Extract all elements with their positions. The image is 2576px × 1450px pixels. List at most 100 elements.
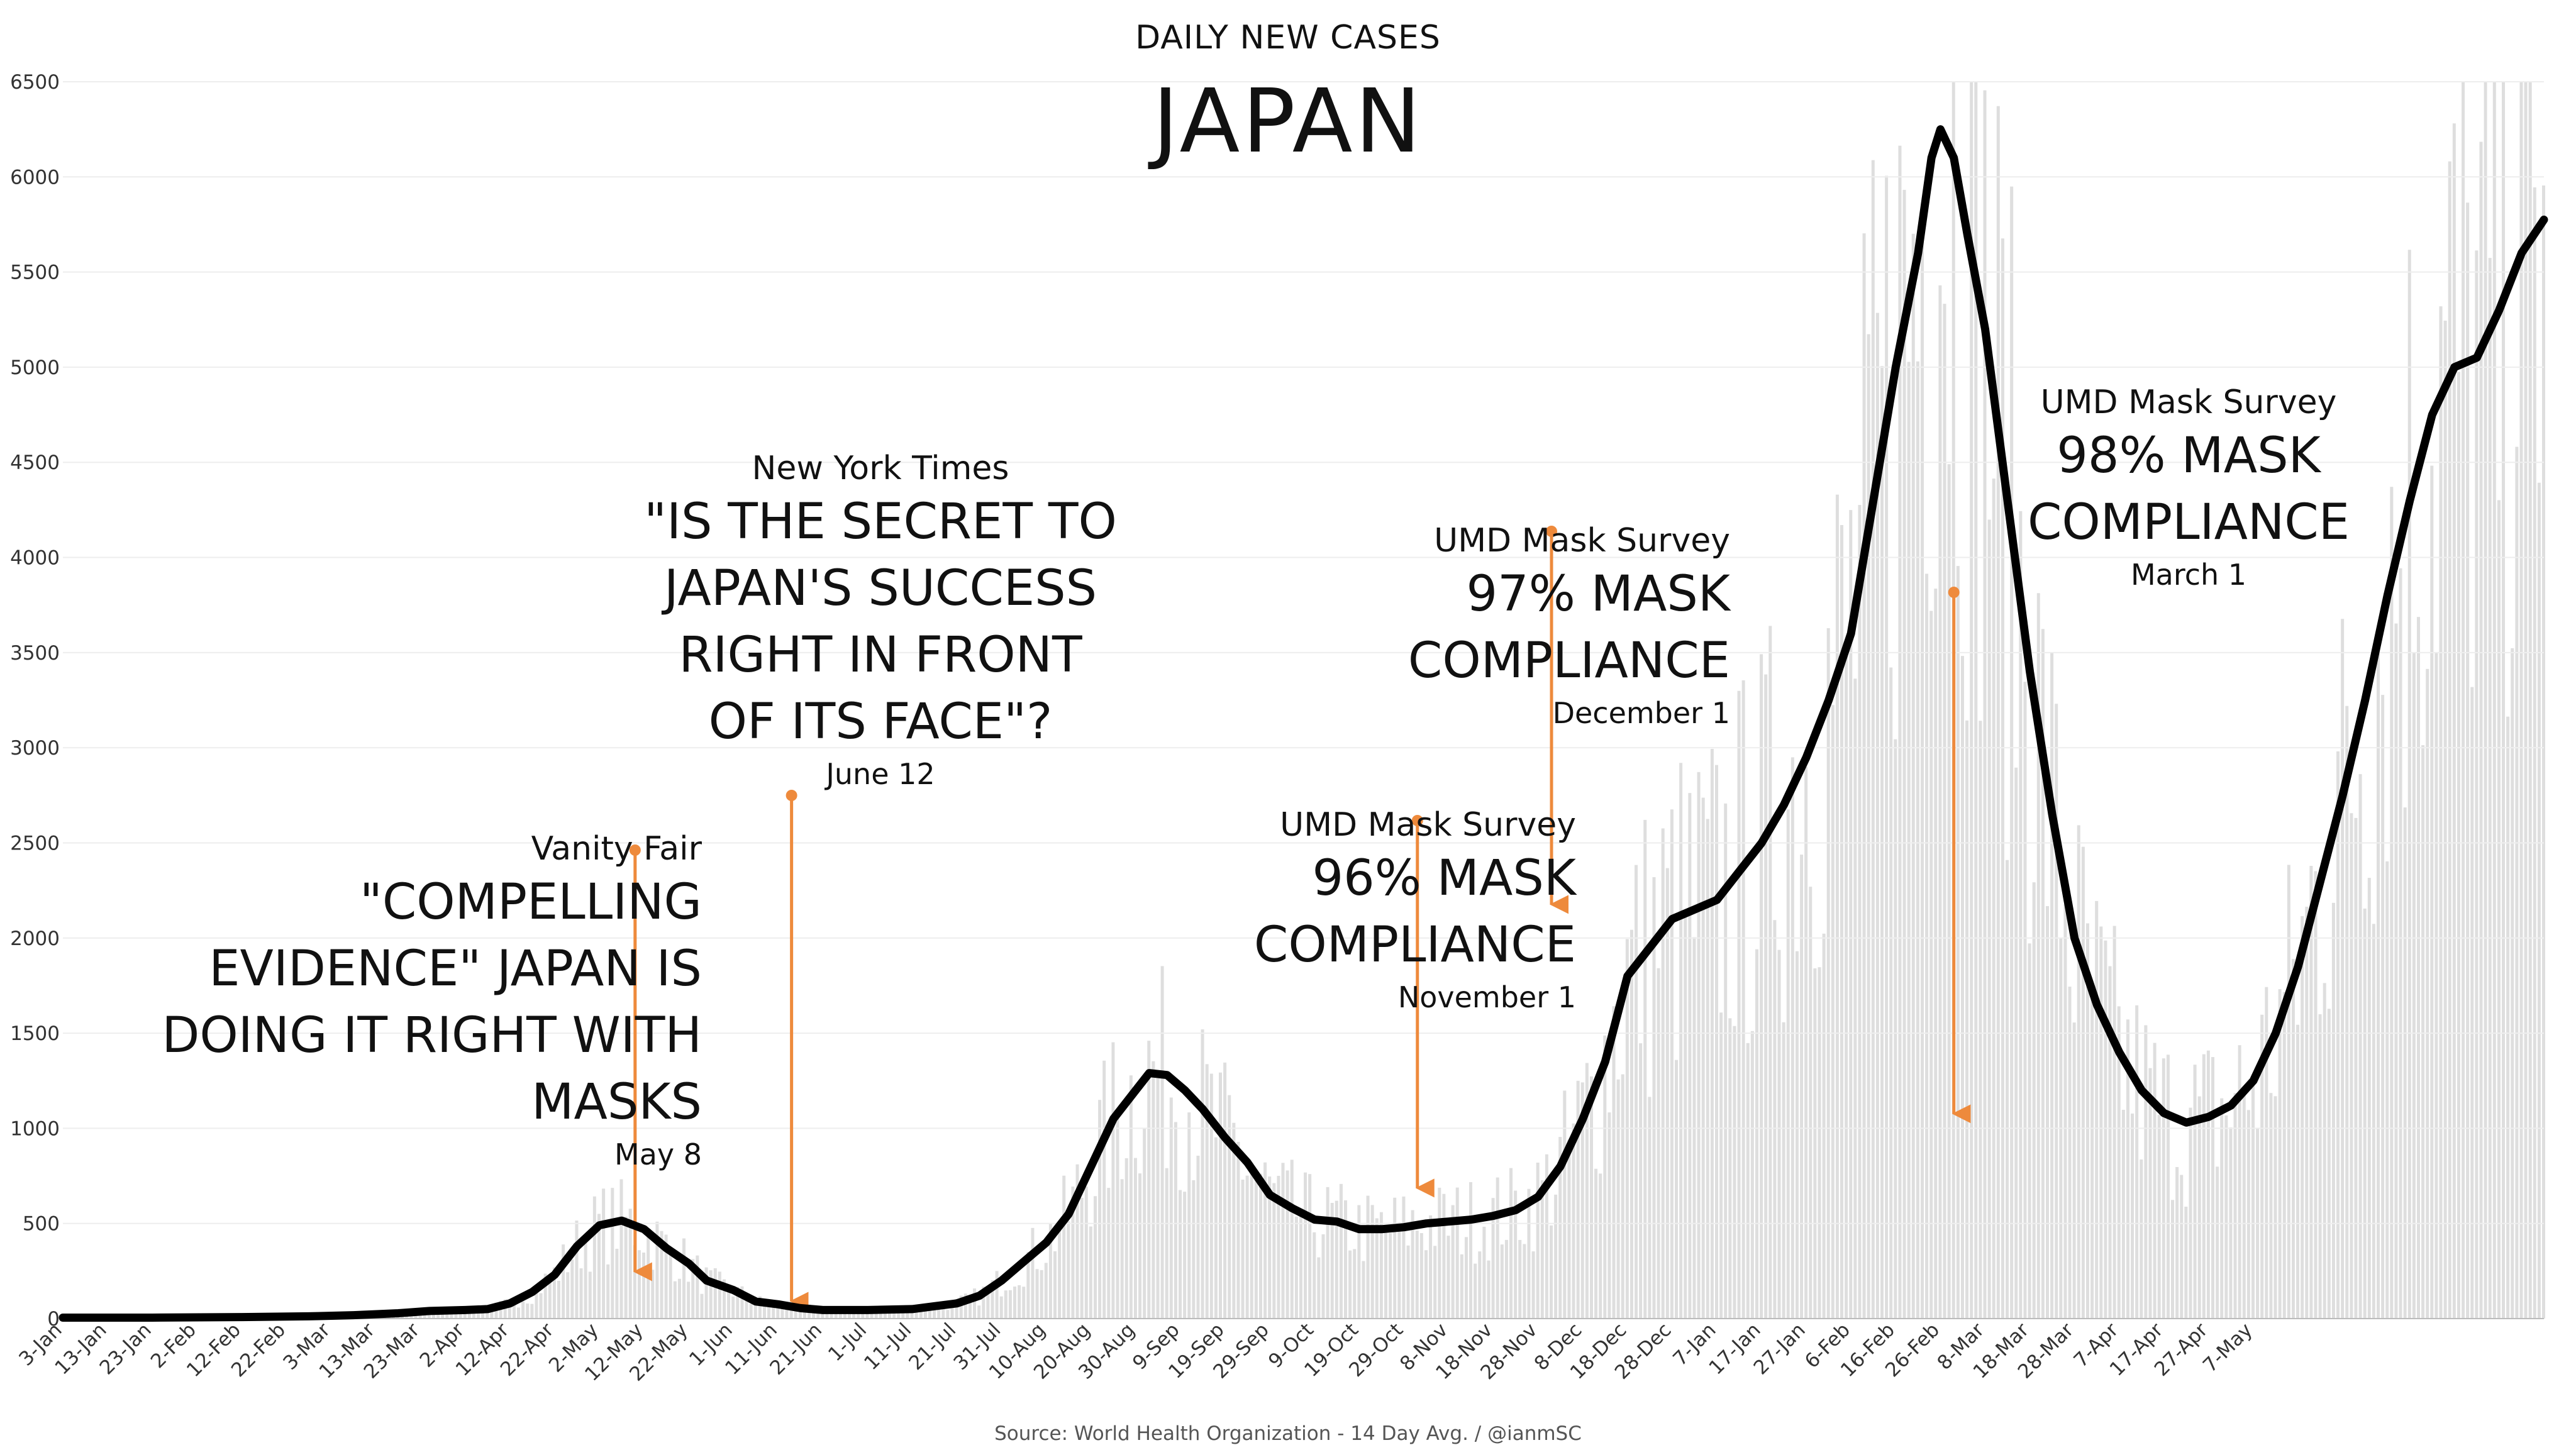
daily-bar [1580, 1082, 1584, 1319]
daily-bar [1818, 967, 1821, 1319]
daily-bar [1429, 1215, 1433, 1319]
daily-bar [1907, 362, 1911, 1319]
daily-bar [1254, 1176, 1258, 1319]
daily-bar [1639, 1043, 1643, 1319]
annotation-date: May 8 [614, 1137, 702, 1171]
daily-bar [1746, 1043, 1750, 1319]
daily-bar [2050, 652, 2054, 1319]
daily-bar [1795, 951, 1799, 1319]
daily-bar [1782, 1022, 1785, 1319]
daily-bar [677, 1278, 681, 1319]
daily-bar [1281, 1163, 1285, 1319]
daily-bar [1111, 1042, 1115, 1319]
daily-bar [1455, 1187, 1459, 1319]
daily-bar [1013, 1287, 1017, 1319]
daily-bar [1894, 739, 1897, 1319]
daily-bar [991, 1280, 994, 1319]
daily-bar [1925, 573, 1929, 1319]
daily-bar [1777, 949, 1781, 1319]
daily-bar [2492, 82, 2496, 1319]
daily-bar [865, 1310, 869, 1319]
daily-bar [441, 1311, 445, 1319]
daily-bar [584, 1238, 587, 1319]
daily-bar [597, 1214, 601, 1319]
daily-bar [2394, 623, 2398, 1319]
daily-bar [2001, 238, 2004, 1319]
daily-bar [1974, 82, 1978, 1319]
daily-bar [2350, 813, 2353, 1319]
daily-bar [700, 1293, 704, 1319]
daily-bar [937, 1303, 941, 1319]
daily-bar [2484, 82, 2487, 1319]
daily-bar [1353, 1249, 1357, 1319]
daily-bar [1313, 1232, 1316, 1319]
daily-bar [1572, 1123, 1575, 1319]
daily-bar [1129, 1075, 1133, 1319]
daily-bar [1871, 160, 1875, 1319]
annotation-quote-line: JAPAN'S SUCCESS [663, 560, 1097, 617]
daily-bar [1567, 1139, 1571, 1319]
daily-bar [2430, 465, 2434, 1319]
daily-bar [557, 1280, 560, 1319]
daily-bar [1612, 1006, 1616, 1319]
daily-bar [1460, 1254, 1463, 1319]
daily-bar [740, 1286, 744, 1319]
daily-bar [436, 1314, 440, 1319]
daily-bar [526, 1303, 530, 1319]
daily-bar [1764, 674, 1768, 1319]
daily-bar [1362, 1261, 1365, 1319]
annotation-date: November 1 [1397, 980, 1576, 1014]
daily-bar [1093, 1196, 1097, 1319]
daily-bar [1920, 226, 1924, 1319]
daily-bar [1809, 887, 1813, 1319]
daily-bar [888, 1309, 891, 1319]
daily-bar [1192, 1180, 1196, 1319]
daily-bar [1849, 510, 1853, 1319]
x-tick-label: 27-Jan [1750, 1319, 1810, 1379]
annotation-date: March 1 [2130, 558, 2247, 592]
daily-bar [592, 1196, 596, 1319]
daily-bar [548, 1278, 552, 1319]
daily-bar [704, 1267, 708, 1319]
daily-bar [1728, 1018, 1732, 1319]
daily-bar [727, 1290, 731, 1319]
daily-bar [1675, 1060, 1679, 1319]
daily-bar [1308, 1174, 1312, 1319]
daily-bar [789, 1307, 793, 1319]
daily-bar [2497, 500, 2501, 1319]
annotation-quote-line: EVIDENCE" JAPAN IS [209, 941, 702, 997]
daily-bar [1348, 1250, 1352, 1319]
daily-bar [1272, 1183, 1276, 1319]
daily-bar [1826, 628, 1830, 1319]
daily-bar [588, 1271, 592, 1319]
daily-bar [2519, 82, 2523, 1319]
daily-bar [1938, 285, 1942, 1319]
daily-bar [606, 1264, 610, 1319]
daily-bar [1415, 1230, 1419, 1319]
daily-bar [1500, 1244, 1504, 1319]
daily-bar [1540, 1180, 1544, 1319]
daily-bar [776, 1301, 780, 1319]
daily-bar [1635, 865, 1638, 1319]
annotation-quote-line: 96% MASK [1312, 850, 1576, 907]
daily-bar [1080, 1197, 1084, 1319]
annotation-quote-line: COMPLIANCE [1253, 917, 1576, 973]
daily-bar [897, 1310, 901, 1319]
y-tick-label: 5500 [10, 262, 60, 284]
daily-bar [1661, 828, 1665, 1319]
daily-bar [1599, 1173, 1602, 1319]
daily-bar [2479, 141, 2483, 1319]
daily-bar [1446, 1236, 1450, 1319]
daily-bar [1424, 1250, 1428, 1319]
annotation-umd-97: UMD Mask Survey 97% MASK COMPLIANCE Dece… [1408, 521, 1730, 732]
daily-bar [838, 1310, 842, 1319]
daily-bar [928, 1309, 931, 1319]
daily-bar [959, 1295, 963, 1319]
daily-bar [1585, 1063, 1589, 1319]
daily-bar [2305, 906, 2309, 1319]
daily-bar [1831, 705, 1835, 1319]
daily-bar [1419, 1233, 1423, 1319]
chart-subtitle: DAILY NEW CASES [1135, 19, 1441, 57]
daily-bar [1867, 334, 1870, 1319]
daily-bar [2314, 871, 2318, 1319]
